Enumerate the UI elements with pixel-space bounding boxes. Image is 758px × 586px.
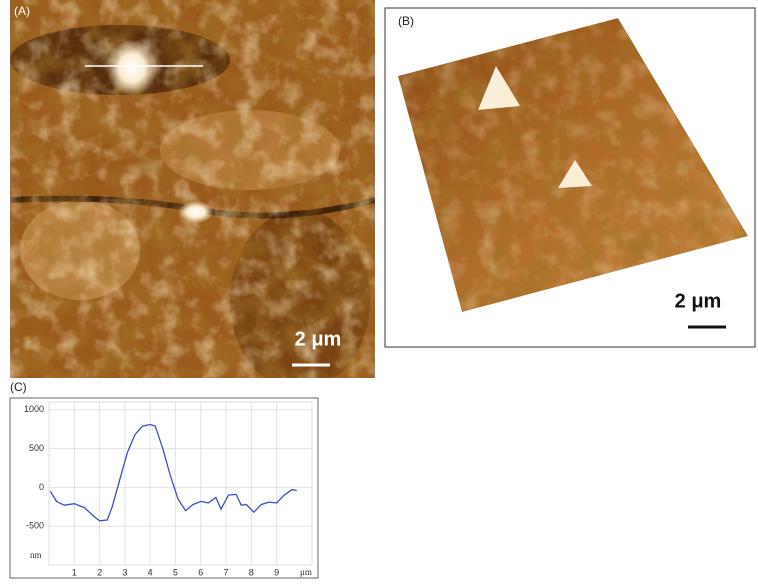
x-tick-label: 2 xyxy=(97,567,102,577)
x-tick-label: 6 xyxy=(198,567,203,577)
x-tick-label: 3 xyxy=(122,567,127,577)
x-tick-label: 4 xyxy=(148,567,153,577)
y-tick-label: 1000 xyxy=(24,404,44,414)
scale-label: 2 μm xyxy=(675,290,722,312)
y-tick-label: 0 xyxy=(39,482,44,492)
panel-label: (B) xyxy=(398,14,414,28)
scale-label: 2 μm xyxy=(295,328,342,350)
y-tick-label: -500 xyxy=(26,521,44,531)
x-tick-label: 5 xyxy=(173,567,178,577)
panel-label: (C) xyxy=(10,380,27,394)
x-tick-label: 7 xyxy=(224,567,229,577)
x-tick-label: 1 xyxy=(72,567,77,577)
y-axis-label: nm xyxy=(30,550,42,560)
figure: (A) 2 μm (B) 2 μm (C) nm μm -500 0 500 1000… xyxy=(0,0,758,581)
y-tick-label: 500 xyxy=(29,443,44,453)
x-tick-label: 9 xyxy=(274,567,279,577)
panel-label: (A) xyxy=(14,4,30,18)
x-axis-label: μm xyxy=(300,567,312,577)
x-tick-label: 8 xyxy=(249,567,254,577)
